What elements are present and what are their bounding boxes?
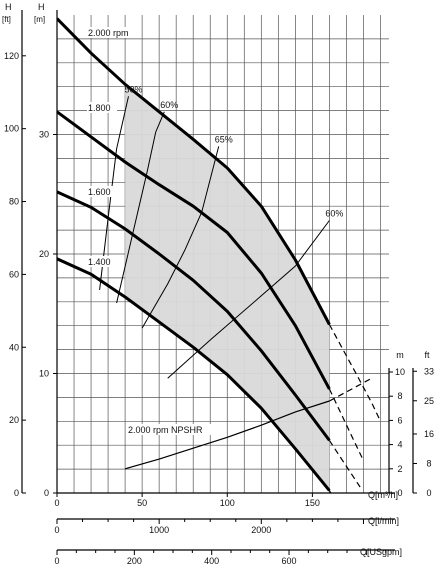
efficiency-label-2: 65%	[215, 134, 233, 144]
h-ft-axis-label: H	[5, 2, 12, 12]
h-ft-tick-label: 0	[14, 488, 19, 498]
q-usgpm-tick-label: 400	[204, 556, 219, 566]
npsh-m-tick-label: 2	[397, 464, 402, 474]
npsh-ft-tick-label: 16	[424, 429, 434, 439]
series-label-1: 1.800	[88, 103, 111, 113]
npsh-ft-tick-label: 0	[426, 488, 431, 498]
series-label-0: 2.000 rpm	[88, 28, 129, 38]
q-m3h-tick-label: 0	[54, 498, 59, 508]
curves	[57, 17, 382, 493]
series-label-2: 1.600	[88, 187, 111, 197]
h-ft-axis-unit: [ft]	[2, 15, 11, 24]
h-m-tick-label: 10	[39, 369, 49, 379]
npsh-m-tick-label: 0	[397, 488, 402, 498]
series-line-0	[57, 17, 331, 326]
series-extension-2	[328, 440, 361, 488]
q-m3h-tick-label: 100	[220, 498, 235, 508]
series-label-bg	[127, 424, 213, 435]
q-usgpm-axis-label: Q[USgpm]	[360, 547, 402, 557]
q-lmin-tick-label: 0	[54, 525, 59, 535]
operating-region	[125, 84, 330, 491]
q-lmin-axis-label: Q[l/min]	[368, 516, 399, 526]
series-label-bg	[87, 186, 117, 197]
npsh-ft-axis-label: ft	[424, 350, 430, 360]
h-ft-tick-label: 20	[9, 415, 19, 425]
q-usgpm-tick-label: 200	[127, 556, 142, 566]
npsh-ft-tick-label: 8	[426, 458, 431, 468]
h-m-tick-label: 30	[39, 130, 49, 140]
efficiency-curve-3	[167, 220, 330, 379]
q-m3h-axis-label: Q[m³/h]	[368, 490, 398, 500]
series-label-bg	[87, 27, 140, 38]
h-ft-tick-label: 60	[9, 269, 19, 279]
h-m-axis-unit: [m]	[34, 15, 45, 24]
h-m-tick-label: 0	[44, 488, 49, 498]
h-ft-tick-label: 100	[4, 124, 19, 134]
series-extension-1	[328, 388, 365, 461]
efficiency-curve-1	[116, 111, 165, 304]
series-extension-4	[329, 377, 373, 402]
series-line-4	[124, 400, 330, 470]
series-line-1	[57, 110, 331, 390]
series-label-bg	[87, 256, 117, 267]
series-extension-3	[328, 490, 332, 493]
npsh-ft-tick-label: 25	[424, 396, 434, 406]
h-ft-tick-label: 80	[9, 197, 19, 207]
h-ft-tick-label: 120	[4, 51, 19, 61]
h-ft-tick-label: 40	[9, 342, 19, 352]
efficiency-curve-2	[141, 146, 220, 329]
npsh-m-axis-label: m	[396, 350, 404, 360]
h-m-tick-label: 20	[39, 249, 49, 259]
efficiency-label-3: 60%	[325, 209, 343, 219]
q-lmin-tick-label: 2000	[251, 525, 271, 535]
labels: 50% 60% 65% 60% 2.000 rpm 1.800 1.600 1.400 2.00…	[87, 27, 343, 435]
series-line-3	[57, 257, 331, 492]
series-label-4: 2.000 rpm NPSHR	[128, 425, 203, 435]
npsh-ft-tick-label: 33	[424, 366, 434, 376]
h-m-axis-label: H	[38, 2, 45, 12]
efficiency-label-1: 60%	[160, 100, 178, 110]
series-label-bg	[87, 102, 117, 113]
series-extension-0	[328, 324, 382, 422]
q-m3h-tick-label: 150	[305, 498, 320, 508]
npsh-m-tick-label: 8	[397, 391, 402, 401]
series-label-3: 1.400	[88, 257, 111, 267]
q-usgpm-tick-label: 600	[282, 556, 297, 566]
q-m3h-tick-label: 50	[137, 498, 147, 508]
q-usgpm-tick-label: 0	[54, 556, 59, 566]
operating-range-fill	[125, 84, 330, 491]
series-line-2	[57, 190, 331, 442]
npsh-m-tick-label: 4	[397, 440, 402, 450]
npsh-m-tick-label: 6	[397, 415, 402, 425]
efficiency-label-0: 50%	[125, 84, 143, 94]
efficiency-curve-0	[99, 96, 129, 290]
npsh-m-tick-label: 10	[395, 367, 405, 377]
q-lmin-tick-label: 1000	[149, 525, 169, 535]
